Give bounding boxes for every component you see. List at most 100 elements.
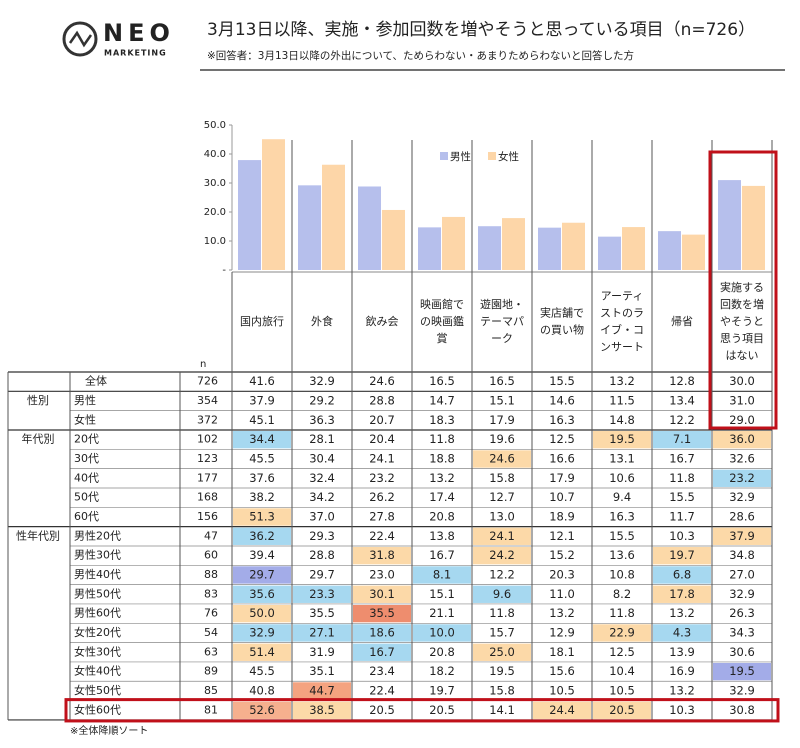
row-group: 性別 — [27, 393, 49, 407]
bar — [658, 231, 681, 270]
column-header: 帰省 — [671, 315, 693, 328]
cell-value: 17.8 — [669, 587, 695, 601]
cell-value: 14.8 — [609, 413, 635, 427]
cell-value: 17.4 — [429, 490, 455, 504]
cell-value: 32.4 — [309, 471, 335, 485]
cell-value: 23.0 — [369, 567, 395, 581]
cell-value: 20.3 — [549, 567, 575, 581]
cell-value: 32.9 — [249, 625, 275, 639]
cell-value: 16.6 — [549, 451, 575, 465]
row-label: 男性20代 — [74, 528, 121, 542]
title: 3月13日以降、実施・参加回数を増やそうと思っている項目（n=726） — [207, 20, 755, 40]
cell-fill — [653, 430, 711, 449]
cell-fill — [653, 546, 711, 565]
cell-value: 35.5 — [369, 606, 395, 620]
cell-fill — [233, 643, 291, 661]
row-label: 30代 — [74, 452, 99, 465]
cell-fill — [293, 682, 351, 700]
cell-value: 12.1 — [549, 529, 575, 543]
cell-value: 19.7 — [429, 683, 455, 697]
row-label: 女性20代 — [74, 625, 121, 639]
y-tick-label: - — [222, 265, 226, 276]
cell-value: 16.9 — [669, 664, 695, 678]
cell-value: 4.3 — [673, 625, 691, 639]
cell-value: 11.7 — [669, 509, 695, 523]
row-n: 63 — [204, 645, 218, 658]
bar — [538, 227, 561, 270]
cell-fill — [713, 662, 771, 681]
logo-mark — [62, 21, 98, 57]
cell-value: 15.7 — [489, 625, 515, 639]
cell-value: 34.8 — [729, 548, 755, 562]
row-label: 男性50代 — [74, 586, 121, 600]
row-label: 男性30代 — [74, 548, 121, 562]
cell-value: 31.9 — [309, 645, 335, 659]
row-label: 20代 — [74, 433, 99, 446]
cell-value: 20.4 — [369, 432, 395, 446]
cell-value: 12.7 — [489, 490, 515, 504]
row-group: 性年代別 — [16, 528, 60, 542]
cell-value: 8.1 — [433, 567, 451, 581]
cell-fill — [713, 469, 771, 487]
row-n: 89 — [204, 665, 218, 678]
row-n: 372 — [197, 413, 218, 426]
column-header: 飲み会 — [366, 314, 399, 328]
cell-fill — [353, 624, 411, 642]
cell-value: 7.1 — [673, 432, 691, 446]
cell-fill — [233, 527, 291, 545]
cell-value: 12.5 — [609, 645, 635, 659]
cell-value: 14.7 — [429, 393, 455, 407]
cell-fill — [353, 546, 411, 565]
column-header: 外食 — [311, 314, 333, 328]
cell-value: 10.7 — [549, 490, 575, 504]
cell-value: 17.9 — [549, 471, 575, 485]
cell-value: 15.5 — [609, 529, 635, 543]
cell-fill — [233, 701, 291, 719]
bar — [598, 236, 621, 270]
cell-value: 32.9 — [729, 587, 755, 601]
cell-value: 28.8 — [369, 393, 395, 407]
cell-value: 36.0 — [729, 432, 755, 446]
cell-fill — [713, 430, 771, 449]
row-n: 47 — [204, 529, 218, 542]
cell-value: 16.7 — [429, 548, 455, 562]
cell-value: 22.4 — [369, 683, 395, 697]
cell-fill — [413, 566, 471, 584]
cell-value: 50.0 — [249, 606, 275, 620]
cell-fill — [353, 604, 411, 623]
cell-value: 37.6 — [249, 471, 275, 485]
cell-value: 10.0 — [429, 625, 455, 639]
cell-value: 45.1 — [249, 413, 275, 427]
bar — [622, 227, 645, 270]
cell-value: 16.7 — [369, 645, 395, 659]
cell-value: 20.5 — [609, 703, 635, 717]
cell-value: 23.4 — [369, 664, 395, 678]
cell-value: 12.9 — [549, 625, 575, 639]
bar — [238, 160, 261, 270]
cell-value: 10.4 — [609, 664, 635, 678]
bar — [322, 164, 345, 270]
cell-value: 22.9 — [609, 625, 635, 639]
cell-value: 11.0 — [549, 587, 575, 601]
bar — [682, 234, 705, 270]
footnote: ※全体降順ソート — [70, 724, 148, 737]
cell-value: 40.8 — [249, 683, 275, 697]
cell-value: 13.2 — [429, 471, 455, 485]
cell-value: 51.4 — [249, 645, 275, 659]
cell-value: 16.3 — [609, 509, 635, 523]
row-n: 81 — [204, 703, 218, 716]
cell-fill — [533, 701, 591, 719]
cell-value: 10.5 — [549, 683, 575, 697]
cell-value: 35.5 — [309, 606, 335, 620]
cell-fill — [473, 585, 531, 603]
cell-value: 15.5 — [669, 490, 695, 504]
note: ※回答者：3月13日以降の外出について、ためらわない・あまりためらわないと回答し… — [207, 49, 634, 62]
cell-value: 26.2 — [369, 490, 395, 504]
cell-value: 20.8 — [429, 509, 455, 523]
row-n: 102 — [197, 433, 218, 446]
legend-swatch — [440, 152, 448, 160]
cell-value: 27.0 — [729, 567, 755, 581]
cell-fill — [653, 624, 711, 642]
cell-value: 13.0 — [489, 509, 515, 523]
